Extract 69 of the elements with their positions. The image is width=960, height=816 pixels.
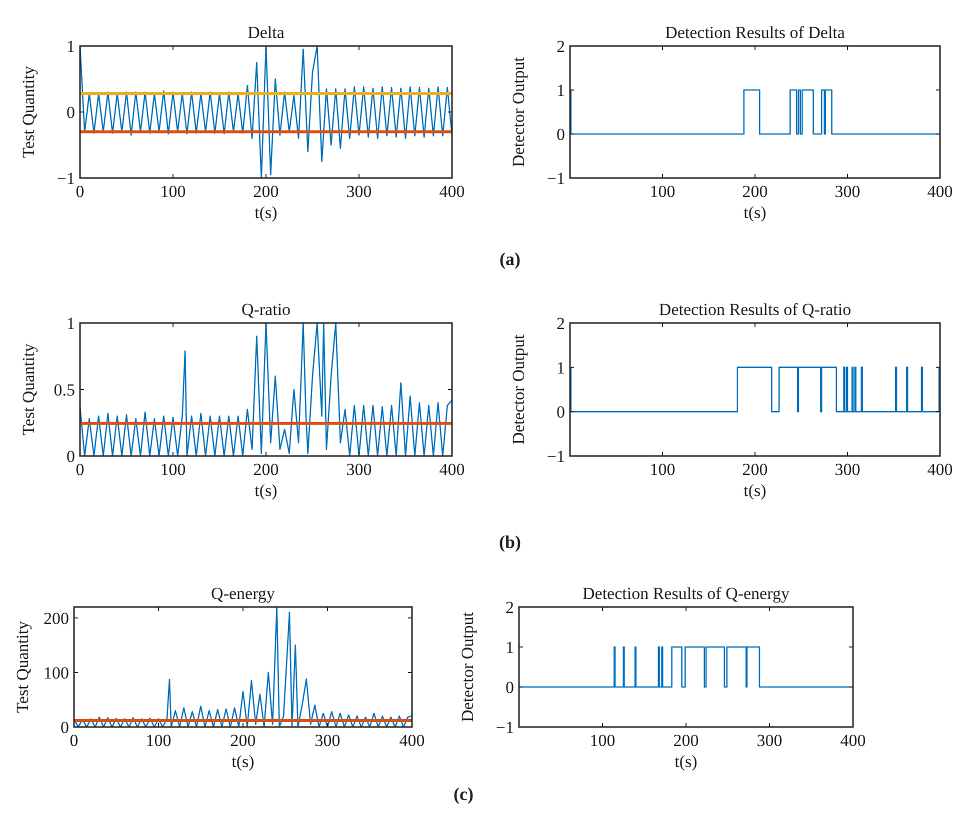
x-tick-label: 100 — [590, 731, 616, 750]
y-tick-label: 100 — [44, 663, 69, 682]
x-tick-label: 400 — [439, 182, 465, 201]
chart-title: Q-ratio — [241, 300, 291, 319]
x-tick-label: 400 — [399, 731, 425, 750]
x-tick-label: 300 — [314, 731, 340, 750]
x-tick-label: 200 — [230, 731, 256, 750]
x-tick-label: 300 — [346, 182, 372, 201]
line-series — [74, 607, 412, 727]
x-tick-label: 300 — [834, 460, 860, 479]
y-tick-label: −1 — [546, 169, 565, 188]
x-tick-label: 100 — [160, 182, 186, 201]
chart-title: Detection Results of Q-energy — [582, 584, 790, 603]
x-axis-title: t(s) — [674, 752, 698, 771]
y-tick-label: 2 — [556, 37, 565, 56]
x-axis-title: t(s) — [744, 481, 766, 500]
y-axis-title: Test Quantity — [19, 343, 38, 436]
x-axis-title: t(s) — [254, 203, 278, 222]
y-tick-label: 0.5 — [54, 380, 75, 400]
text: (b) — [499, 532, 522, 552]
x-tick-label: 100 — [146, 731, 172, 750]
text: (a) — [500, 249, 520, 269]
y-tick-label: 1 — [66, 37, 75, 56]
y-tick-label: 0 — [506, 678, 514, 697]
y-axis-title: Test Quantity — [13, 620, 32, 713]
x-tick-label: 400 — [927, 460, 953, 479]
y-axis-title: Detector Output — [509, 56, 528, 167]
x-tick-label: 100 — [650, 460, 676, 479]
x-tick-label: 300 — [346, 460, 372, 479]
y-tick-label: 1 — [556, 358, 565, 378]
y-tick-label: 0 — [556, 125, 565, 144]
chart-title: Q-energy — [211, 584, 276, 603]
y-tick-label: 1 — [66, 314, 75, 333]
text: (c) — [454, 784, 474, 804]
x-tick-label: 200 — [673, 731, 699, 750]
x-tick-label: 200 — [742, 182, 768, 201]
y-tick-label: 0 — [66, 103, 75, 122]
y-tick-label: 0 — [556, 402, 565, 422]
y-axis-title: Detector Output — [458, 612, 477, 722]
x-tick-label: 100 — [650, 182, 676, 201]
x-tick-label: 400 — [927, 182, 953, 201]
x-tick-label: 200 — [253, 460, 279, 479]
y-tick-label: −1 — [546, 447, 565, 466]
x-tick-label: 400 — [840, 731, 866, 750]
x-tick-label: 300 — [756, 731, 782, 750]
y-tick-label: 1 — [556, 81, 565, 100]
x-tick-label: 100 — [160, 460, 186, 479]
y-tick-label: 2 — [556, 314, 565, 333]
y-tick-label: 0 — [60, 718, 69, 737]
line-series — [80, 323, 452, 456]
y-tick-label: 200 — [44, 608, 69, 628]
x-tick-label: 300 — [834, 182, 860, 201]
chart-title: Delta — [248, 23, 285, 42]
chart-title: Detection Results of Delta — [665, 23, 846, 42]
chart-title: Detection Results of Q-ratio — [658, 300, 852, 319]
x-axis-title: t(s) — [744, 203, 766, 222]
x-tick-label: 400 — [439, 460, 465, 479]
line-series — [80, 46, 452, 178]
y-tick-label: −1 — [56, 169, 75, 188]
y-tick-label: 2 — [506, 598, 514, 617]
y-tick-label: 1 — [506, 638, 514, 657]
x-tick-label: 200 — [253, 182, 279, 201]
y-tick-label: 0 — [66, 447, 75, 466]
x-axis-title: t(s) — [254, 481, 278, 500]
y-axis-title: Test Quantity — [19, 66, 38, 158]
y-axis-title: Detector Output — [509, 334, 528, 444]
x-axis-title: t(s) — [232, 752, 254, 771]
x-tick-label: 200 — [742, 460, 768, 479]
y-tick-label: −1 — [496, 718, 514, 737]
